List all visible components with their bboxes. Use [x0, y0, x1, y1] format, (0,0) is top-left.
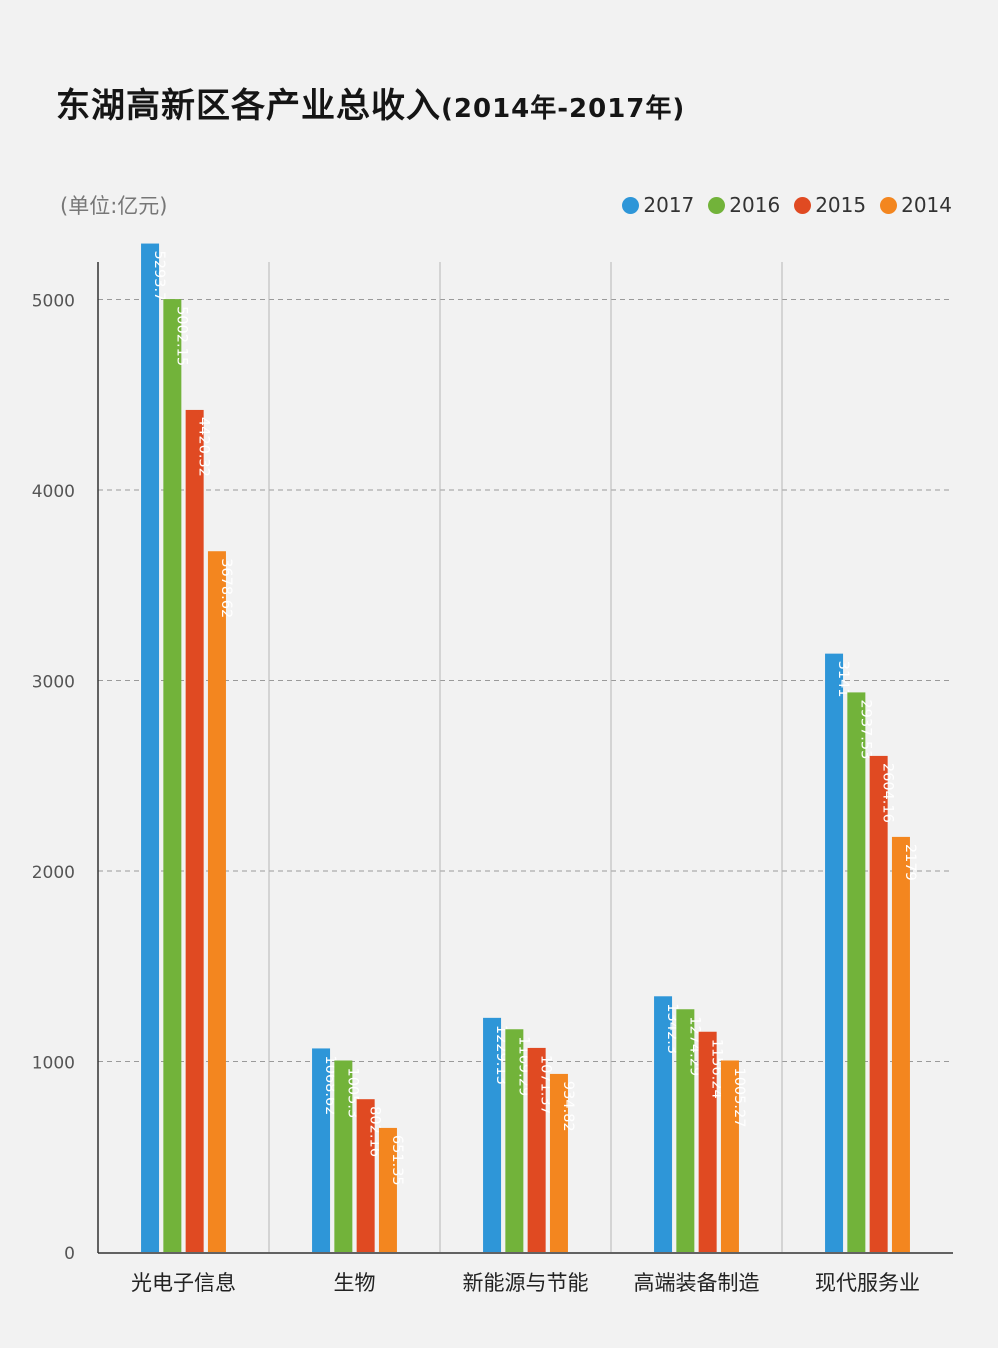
legend-swatch-2014 — [880, 196, 898, 214]
chart-title: 东湖高新区各产业总收入(2014年-2017年) — [56, 78, 685, 127]
legend-item-2017: 2017 — [622, 193, 694, 217]
data-label-2017-2: 1229.13 — [493, 1025, 509, 1085]
x-tick-label-0: 光电子信息 — [131, 1271, 236, 1295]
unit-label: (单位:亿元) — [60, 194, 168, 218]
bar-2014-3 — [720, 1060, 739, 1252]
bar-2015-2 — [527, 1047, 546, 1252]
data-label-2014-3: 1005.27 — [731, 1067, 747, 1127]
bar-2016-1 — [334, 1060, 353, 1252]
bar-2017-4 — [825, 653, 844, 1252]
data-label-2017-0: 5293.7 — [151, 251, 167, 302]
legend-item-2016: 2016 — [708, 193, 780, 217]
data-label-2016-0: 5002.15 — [173, 306, 189, 366]
bar-2017-3 — [654, 996, 673, 1252]
bar-2014-0 — [207, 551, 226, 1252]
legend-swatch-2015 — [794, 196, 812, 214]
bar-2017-1 — [312, 1048, 331, 1252]
data-label-2017-4: 3141 — [835, 661, 851, 698]
y-tick-label-3000: 3000 — [32, 673, 75, 693]
bar-2016-3 — [676, 1009, 695, 1252]
data-label-2014-2: 934.82 — [560, 1081, 576, 1132]
bar-2014-2 — [549, 1073, 568, 1252]
bar-2014-4 — [891, 836, 910, 1252]
data-label-2015-1: 802.16 — [367, 1106, 383, 1157]
legend-label-2016: 2016 — [729, 193, 781, 217]
data-label-2015-2: 1071.37 — [538, 1055, 554, 1115]
bar-2014-1 — [378, 1127, 397, 1252]
bar-2015-0 — [185, 409, 204, 1252]
data-label-2016-4: 2937.53 — [857, 699, 873, 759]
x-tick-label-4: 现代服务业 — [815, 1271, 920, 1295]
y-tick-label-1000: 1000 — [32, 1054, 75, 1074]
data-label-2017-1: 1068.62 — [322, 1055, 338, 1115]
legend-item-2015: 2015 — [794, 193, 866, 217]
data-label-2017-3: 1342.3 — [664, 1003, 680, 1054]
bar-2016-2 — [505, 1029, 524, 1252]
data-label-2016-1: 1005.3 — [344, 1067, 360, 1118]
bar-2015-1 — [356, 1099, 375, 1252]
data-label-2014-4: 2179 — [902, 844, 918, 881]
data-label-2016-3: 1274.29 — [686, 1016, 702, 1076]
data-label-2015-3: 1156.24 — [709, 1039, 725, 1099]
bar-2017-0 — [141, 243, 160, 1252]
y-tick-label-0: 0 — [64, 1244, 75, 1264]
bar-2016-0 — [163, 299, 182, 1252]
bar-2015-3 — [698, 1031, 717, 1252]
legend-swatch-2017 — [622, 196, 640, 214]
chart-subtitle: (2014年-2017年) — [441, 94, 686, 124]
y-tick-label-2000: 2000 — [32, 863, 75, 883]
x-tick-label-3: 高端装备制造 — [634, 1271, 760, 1295]
legend-label-2014: 2014 — [901, 193, 952, 217]
chart-title-main: 东湖高新区各产业总收入 — [56, 86, 441, 126]
y-tick-label-4000: 4000 — [32, 482, 75, 502]
bar-2017-2 — [483, 1017, 502, 1252]
y-tick-label-5000: 5000 — [32, 292, 75, 312]
data-label-2016-2: 1169.29 — [515, 1036, 531, 1096]
legend: 2017 2016 2015 2014 — [622, 193, 952, 217]
bar-2016-4 — [847, 692, 866, 1252]
data-label-2014-1: 651.35 — [389, 1135, 405, 1186]
legend-swatch-2016 — [708, 196, 726, 214]
data-label-2015-0: 4420.32 — [196, 417, 212, 477]
legend-item-2014: 2014 — [880, 193, 952, 217]
legend-label-2017: 2017 — [643, 193, 695, 217]
x-tick-label-2: 新能源与节能 — [463, 1271, 589, 1295]
x-tick-label-1: 生物 — [334, 1271, 376, 1295]
legend-label-2015: 2015 — [815, 193, 867, 217]
data-label-2014-0: 3678.62 — [218, 558, 234, 618]
data-label-2015-4: 2604.16 — [880, 763, 896, 823]
bar-2015-4 — [869, 755, 888, 1252]
